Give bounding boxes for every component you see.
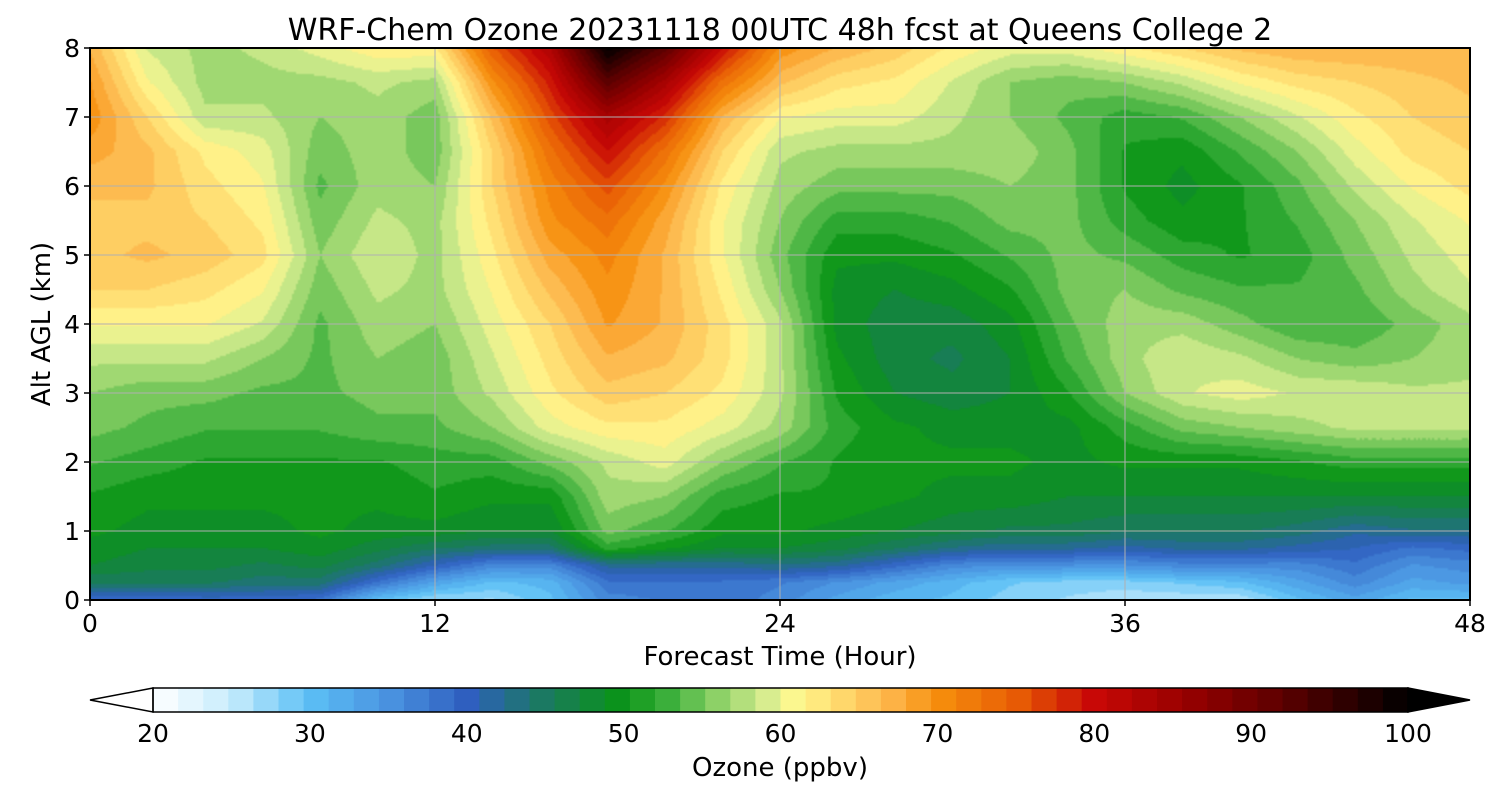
colorbar-swatch: [1207, 688, 1233, 712]
x-tick-label: 48: [1454, 609, 1486, 638]
y-tick-label: 4: [64, 310, 80, 339]
colorbar-tick-label: 90: [1235, 719, 1267, 748]
colorbar-swatch: [579, 688, 606, 712]
colorbar-swatch: [504, 688, 531, 712]
colorbar-tick-label: 60: [765, 719, 797, 748]
colorbar-swatch: [1357, 688, 1384, 712]
colorbar-swatch: [655, 688, 681, 712]
y-tick-label: 5: [64, 241, 80, 270]
colorbar-swatch: [880, 688, 907, 712]
y-tick-label: 3: [64, 379, 80, 408]
colorbar-swatch: [278, 688, 305, 712]
colorbar-tick-label: 80: [1078, 719, 1110, 748]
y-tick-label: 6: [64, 172, 80, 201]
colorbar-swatch: [228, 688, 254, 712]
colorbar-swatch: [604, 688, 631, 712]
colorbar-swatch: [153, 688, 179, 712]
x-tick-label: 36: [1109, 609, 1141, 638]
colorbar-swatch: [1232, 688, 1258, 712]
colorbar-tick-label: 30: [294, 719, 326, 748]
y-axis-ticks: 0 1 2 3 4 5 6 7 8: [64, 34, 90, 615]
colorbar-swatch: [378, 688, 405, 712]
colorbar-swatch: [956, 688, 982, 712]
colorbar-swatch: [780, 688, 807, 712]
colorbar-swatch: [253, 688, 280, 712]
colorbar-swatch: [1182, 688, 1208, 712]
colorbar-swatch: [328, 688, 355, 712]
colorbar-swatch: [404, 688, 430, 712]
x-axis-label: Forecast Time (Hour): [643, 642, 916, 672]
colorbar-swatch: [906, 688, 932, 712]
colorbar-swatch: [730, 688, 756, 712]
colorbar-ticks: 20 30 40 50 60 70 80 90 100: [137, 719, 1432, 748]
colorbar-tick-label: 40: [451, 719, 483, 748]
colorbar-swatch: [1157, 688, 1183, 712]
colorbar-swatch: [353, 688, 380, 712]
y-tick-label: 7: [64, 103, 80, 132]
colorbar-swatch: [1031, 688, 1058, 712]
chart-title: WRF-Chem Ozone 20231118 00UTC 48h fcst a…: [288, 13, 1273, 48]
x-tick-label: 24: [764, 609, 796, 638]
colorbar-swatch: [855, 688, 882, 712]
y-axis-label: Alt AGL (km): [27, 242, 57, 406]
y-tick-label: 8: [64, 34, 80, 63]
colorbar-swatch: [303, 688, 330, 712]
colorbar-swatch: [1056, 688, 1083, 712]
colorbar-swatch: [1382, 688, 1409, 712]
colorbar-swatch: [680, 688, 706, 712]
colorbar-tick-label: 100: [1384, 719, 1432, 748]
colorbar-tick-label: 20: [137, 719, 169, 748]
colorbar-swatch: [629, 688, 656, 712]
colorbar-frame: [152, 687, 1409, 713]
colorbar-swatch: [1332, 688, 1359, 712]
y-tick-label: 1: [64, 517, 80, 546]
colorbar-swatch: [805, 688, 832, 712]
colorbar-swatch: [1081, 688, 1108, 712]
colorbar-tick-label: 50: [608, 719, 640, 748]
y-tick-label: 2: [64, 448, 80, 477]
colorbar-swatch: [479, 688, 505, 712]
colorbar-extend-low: [89, 687, 154, 713]
colorbar-swatch: [203, 688, 229, 712]
colorbar-swatch: [981, 688, 1007, 712]
colorbar-swatch: [1131, 688, 1158, 712]
colorbar-swatch: [1282, 688, 1309, 712]
colorbar: [89, 687, 1471, 713]
x-axis-ticks: 0 12 24 36 48: [82, 600, 1486, 638]
y-tick-label: 0: [64, 586, 80, 615]
colorbar-swatch: [1006, 688, 1033, 712]
x-tick-label: 12: [419, 609, 451, 638]
gridlines: [90, 48, 1470, 600]
colorbar-tick-label: 70: [921, 719, 953, 748]
colorbar-swatch: [178, 688, 204, 712]
colorbar-swatch: [429, 688, 455, 712]
colorbar-swatch: [705, 688, 731, 712]
colorbar-label: Ozone (ppbv): [692, 753, 868, 783]
colorbar-swatch: [454, 688, 480, 712]
colorbar-swatch: [830, 688, 857, 712]
colorbar-swatch: [554, 688, 581, 712]
colorbar-swatch: [1307, 688, 1334, 712]
colorbar-swatch: [529, 688, 556, 712]
colorbar-swatch: [931, 688, 957, 712]
colorbar-swatch: [1106, 688, 1133, 712]
colorbar-swatch: [755, 688, 782, 712]
x-tick-label: 0: [82, 609, 98, 638]
colorbar-swatch: [1257, 688, 1284, 712]
colorbar-extend-high: [1407, 687, 1471, 713]
